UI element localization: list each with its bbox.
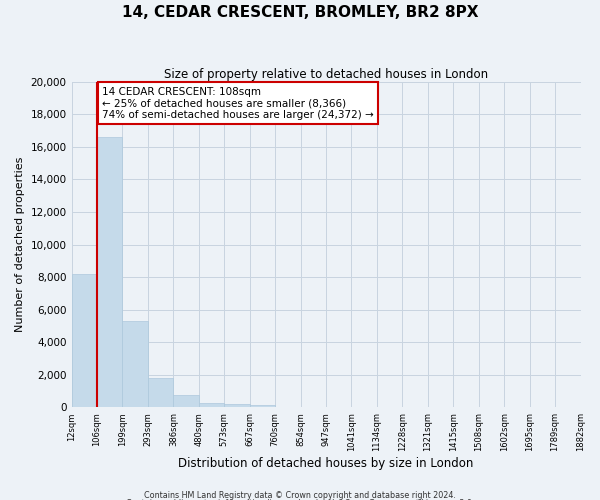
Bar: [122, 321, 148, 408]
Text: Contains HM Land Registry data © Crown copyright and database right 2024.: Contains HM Land Registry data © Crown c…: [144, 490, 456, 500]
Bar: [173, 395, 199, 407]
X-axis label: Distribution of detached houses by size in London: Distribution of detached houses by size …: [178, 457, 474, 470]
Bar: [199, 404, 224, 407]
Text: 14 CEDAR CRESCENT: 108sqm
← 25% of detached houses are smaller (8,366)
74% of se: 14 CEDAR CRESCENT: 108sqm ← 25% of detac…: [102, 86, 374, 120]
Bar: [71, 274, 97, 407]
Bar: [97, 137, 122, 407]
Y-axis label: Number of detached properties: Number of detached properties: [15, 157, 25, 332]
Title: Size of property relative to detached houses in London: Size of property relative to detached ho…: [164, 68, 488, 80]
Bar: [250, 405, 275, 407]
Bar: [224, 404, 250, 407]
Bar: [148, 378, 173, 408]
Text: 14, CEDAR CRESCENT, BROMLEY, BR2 8PX: 14, CEDAR CRESCENT, BROMLEY, BR2 8PX: [122, 5, 478, 20]
